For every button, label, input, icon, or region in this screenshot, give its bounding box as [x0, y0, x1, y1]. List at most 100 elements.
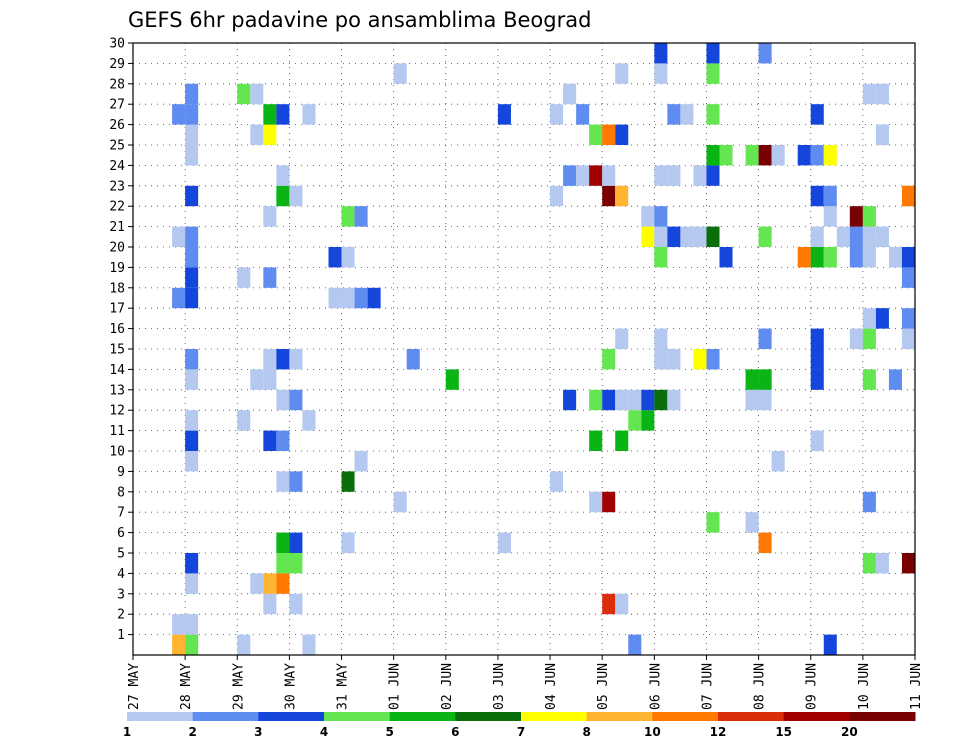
heatmap-cell	[901, 328, 915, 349]
heatmap-cell	[289, 593, 303, 615]
x-tick-label: 06 JUN	[648, 663, 663, 710]
y-tick-label: 11	[109, 424, 125, 439]
heatmap-cell	[576, 104, 590, 125]
heatmap-cell	[185, 124, 199, 145]
colorbar-swatch	[849, 712, 916, 721]
y-tick-label: 4	[117, 567, 125, 582]
heatmap-cell	[810, 185, 824, 207]
heatmap-cell	[654, 43, 668, 64]
y-tick-label: 1	[117, 628, 125, 643]
heatmap-cell	[615, 328, 629, 349]
y-tick-label: 23	[109, 179, 125, 194]
heatmap-cell	[901, 247, 915, 268]
heatmap-cell	[276, 532, 290, 553]
heatmap-cell	[706, 512, 720, 533]
heatmap-cell	[367, 287, 381, 309]
heatmap-cell	[745, 369, 759, 390]
x-tick-label: 29 MAY	[231, 663, 246, 710]
heatmap-cell	[185, 634, 199, 655]
heatmap-cell	[849, 206, 863, 227]
heatmap-cell	[354, 451, 368, 472]
x-tick-label: 02 JUN	[440, 663, 455, 710]
colorbar-label: 8	[582, 725, 590, 739]
heatmap-cell	[628, 410, 642, 431]
heatmap-cell	[276, 185, 290, 207]
heatmap-cell	[276, 553, 290, 574]
heatmap-cell	[185, 104, 199, 125]
y-tick-label: 15	[109, 343, 125, 358]
heatmap-cell	[393, 491, 407, 513]
heatmap-cell	[602, 124, 616, 145]
y-tick-label: 17	[109, 302, 125, 317]
heatmap-cell	[263, 104, 277, 125]
heatmap-cell	[745, 145, 759, 166]
colorbar-label: 4	[320, 725, 328, 739]
x-tick-label: 09 JUN	[805, 663, 820, 710]
heatmap-cell	[810, 430, 824, 451]
heatmap-cell	[641, 389, 655, 411]
heatmap-cell	[263, 593, 277, 615]
heatmap-cell	[758, 532, 772, 553]
heatmap-cell	[628, 389, 642, 411]
heatmap-cell	[758, 369, 772, 390]
heatmap-cell	[602, 185, 616, 207]
heatmap-cell	[341, 206, 355, 227]
y-axis: 1234567891011121314151617181920212223242…	[109, 37, 133, 643]
heatmap-cell	[602, 349, 616, 370]
heatmap-cell	[185, 573, 199, 594]
colorbar-swatch	[455, 712, 522, 721]
x-tick-label: 10 JUN	[857, 663, 872, 710]
y-tick-label: 5	[117, 547, 125, 562]
colorbar-swatch	[258, 712, 325, 721]
heatmap-cell	[810, 226, 824, 247]
heatmap-cell	[641, 226, 655, 247]
heatmap-cell	[589, 165, 603, 186]
heatmap-cell	[289, 389, 303, 411]
colorbar-swatch	[389, 712, 456, 721]
heatmap-cell	[875, 83, 889, 105]
heatmap-cell	[823, 247, 837, 268]
heatmap-cell	[823, 634, 837, 655]
heatmap-cell	[875, 124, 889, 145]
heatmap-cell	[862, 226, 876, 247]
heatmap-cell	[875, 226, 889, 247]
heatmap-cell	[550, 185, 564, 207]
heatmap-cell	[810, 104, 824, 125]
heatmap-cell	[302, 104, 316, 125]
heatmap-cell	[185, 185, 199, 207]
heatmap-cell	[771, 145, 785, 166]
heatmap-cell	[328, 287, 342, 309]
heatmap-cell	[901, 308, 915, 329]
heatmap-cell	[589, 491, 603, 513]
heatmap-cell	[185, 369, 199, 390]
heatmap-cell	[589, 430, 603, 451]
heatmap-cell	[263, 573, 277, 594]
heatmap-cell	[706, 63, 720, 84]
heatmap-cell	[341, 287, 355, 309]
heatmap-cell	[758, 389, 772, 411]
x-tick-label: 31 MAY	[336, 663, 351, 710]
heatmap-cell	[263, 349, 277, 370]
heatmap-cell	[862, 553, 876, 574]
heatmap-cell	[758, 226, 772, 247]
heatmap-cell	[719, 247, 733, 268]
heatmap-cell	[185, 430, 199, 451]
heatmap-cell	[550, 104, 564, 125]
heatmap-cell	[849, 226, 863, 247]
heatmap-cell	[706, 165, 720, 186]
colorbar: 1 2 3 4 5 6 7 8 10 12 15 20	[123, 712, 916, 739]
heatmap-cell	[497, 104, 511, 125]
heatmap-cell	[276, 389, 290, 411]
y-tick-label: 14	[109, 363, 125, 378]
y-tick-label: 8	[117, 485, 125, 500]
heatmap-cell	[289, 471, 303, 492]
heatmap-cell	[550, 471, 564, 492]
heatmap-cell	[862, 369, 876, 390]
x-tick-label: 30 MAY	[283, 663, 298, 710]
heatmap-cell	[185, 349, 199, 370]
y-tick-label: 26	[109, 118, 125, 133]
heatmap-cell	[641, 206, 655, 227]
x-tick-label: 03 JUN	[492, 663, 507, 710]
heatmap-cell	[706, 104, 720, 125]
